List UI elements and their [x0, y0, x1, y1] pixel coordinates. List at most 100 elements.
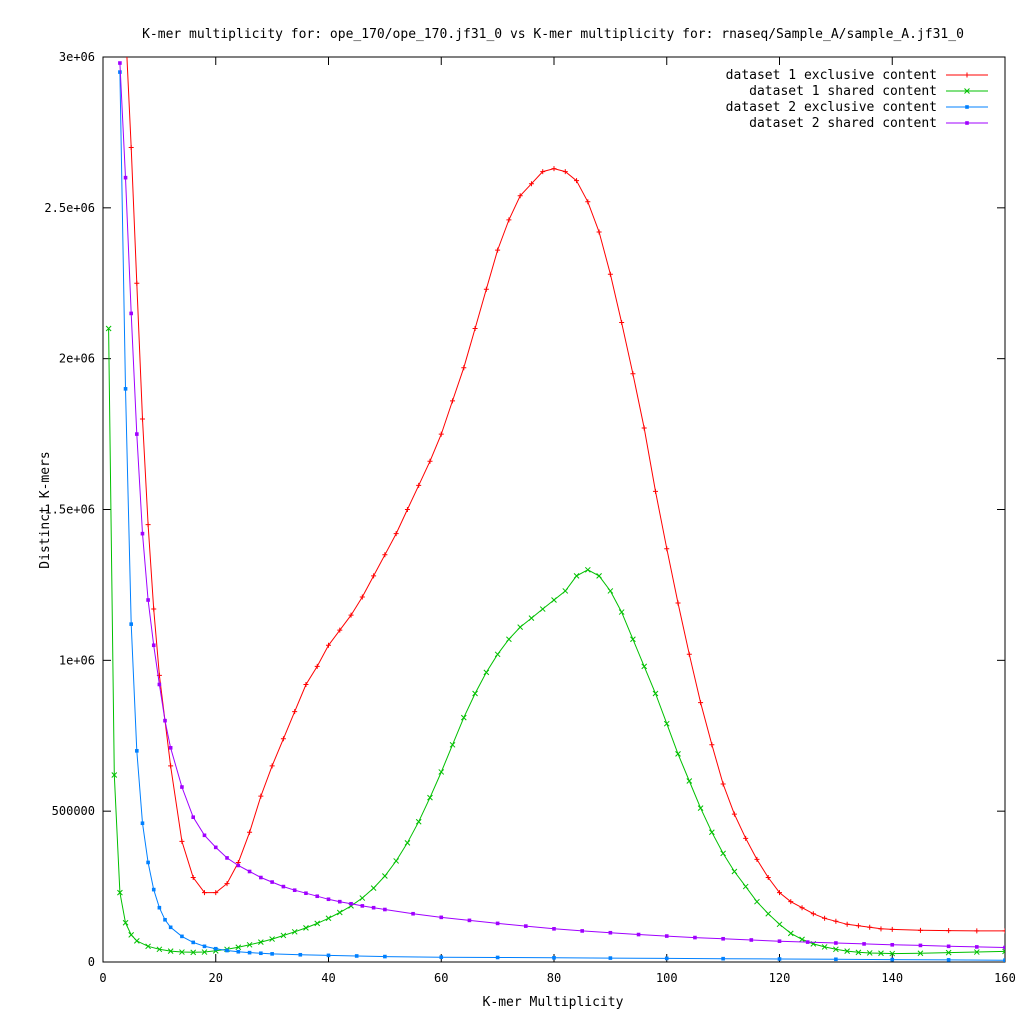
data-point	[855, 949, 862, 956]
data-point	[890, 943, 895, 947]
data-point	[450, 398, 456, 404]
data-point	[460, 714, 467, 721]
data-point	[524, 924, 528, 928]
data-point	[765, 910, 772, 917]
data-point	[918, 943, 923, 948]
x-tick-label: 60	[434, 971, 448, 985]
data-point	[821, 944, 828, 950]
data-point	[337, 627, 343, 633]
data-point	[562, 588, 569, 594]
data-point	[585, 199, 591, 205]
data-point	[156, 946, 163, 953]
data-point	[1002, 948, 1005, 955]
data-point	[292, 709, 298, 715]
data-point	[580, 929, 584, 933]
data-point	[495, 955, 500, 960]
series-line	[119, 72, 1005, 961]
y-tick-label: 2.5e+06	[44, 201, 95, 215]
data-point	[708, 829, 715, 836]
y-axis: 0 500000 1e+06 1.5e+06 2e+06 2.5e+06 3e+06	[44, 50, 1005, 969]
data-point	[810, 911, 816, 917]
data-point	[506, 636, 512, 643]
data-point	[495, 921, 500, 926]
data-point	[191, 815, 195, 819]
y-tick-label: 0	[88, 955, 95, 969]
data-point	[383, 954, 387, 959]
data-point	[754, 856, 760, 862]
data-point	[619, 319, 625, 325]
data-point	[201, 949, 208, 955]
data-point	[291, 928, 298, 935]
data-point	[326, 953, 331, 958]
data-point	[259, 951, 263, 956]
data-point	[777, 957, 782, 961]
data-point	[973, 949, 980, 955]
data-point	[573, 573, 580, 579]
data-point	[664, 956, 669, 961]
data-point	[693, 935, 697, 940]
data-point	[135, 432, 139, 436]
data-point	[776, 921, 783, 928]
data-point	[652, 488, 658, 494]
data-point	[213, 946, 218, 951]
data-point	[298, 952, 303, 957]
data-point	[686, 778, 693, 784]
data-point	[258, 793, 264, 799]
data-point	[663, 720, 670, 727]
x-tick-label: 0	[99, 971, 106, 985]
data-point	[354, 954, 359, 958]
data-point	[140, 821, 145, 826]
data-point	[834, 957, 838, 962]
data-point	[608, 956, 613, 960]
data-point	[326, 897, 331, 902]
data-point	[247, 869, 252, 874]
data-point	[1002, 928, 1005, 934]
data-point	[151, 643, 156, 648]
data-point	[140, 531, 145, 536]
data-point	[117, 889, 123, 896]
data-point	[596, 573, 602, 579]
data-point	[641, 425, 647, 431]
data-point	[517, 624, 524, 631]
data-point	[128, 931, 135, 938]
x-tick-label: 100	[656, 971, 678, 985]
legend-item: dataset 1 exclusive content	[726, 68, 988, 83]
data-point	[325, 915, 332, 922]
data-point	[449, 741, 456, 748]
data-point	[467, 918, 472, 923]
data-point	[636, 932, 641, 937]
data-point	[630, 636, 636, 643]
legend-label: dataset 1 shared content	[749, 84, 937, 99]
data-point	[749, 938, 754, 942]
data-point	[337, 899, 342, 904]
data-point	[438, 431, 444, 437]
data-point	[551, 166, 557, 172]
data-point	[878, 926, 884, 932]
data-point	[202, 833, 207, 838]
data-point	[675, 750, 681, 757]
x-tick-label: 160	[994, 971, 1016, 985]
data-point	[292, 888, 297, 893]
data-point	[787, 930, 794, 937]
data-point	[168, 746, 173, 750]
data-point	[280, 932, 287, 939]
series-line	[126, 57, 1005, 932]
data-point	[370, 885, 377, 891]
data-point	[134, 280, 140, 286]
data-point	[472, 690, 478, 697]
data-point	[105, 325, 112, 332]
data-point	[128, 145, 134, 150]
y-axis-label: Distinct K-mers	[38, 451, 53, 568]
data-point	[608, 930, 613, 935]
data-point	[303, 925, 309, 931]
data-point	[280, 736, 286, 742]
data-point	[146, 598, 150, 602]
data-point	[528, 181, 534, 187]
data-point	[133, 938, 140, 944]
data-point	[163, 718, 167, 723]
data-point	[975, 945, 979, 949]
data-point	[213, 890, 219, 896]
data-point	[584, 566, 591, 573]
data-point	[270, 880, 274, 884]
data-point	[427, 794, 433, 801]
